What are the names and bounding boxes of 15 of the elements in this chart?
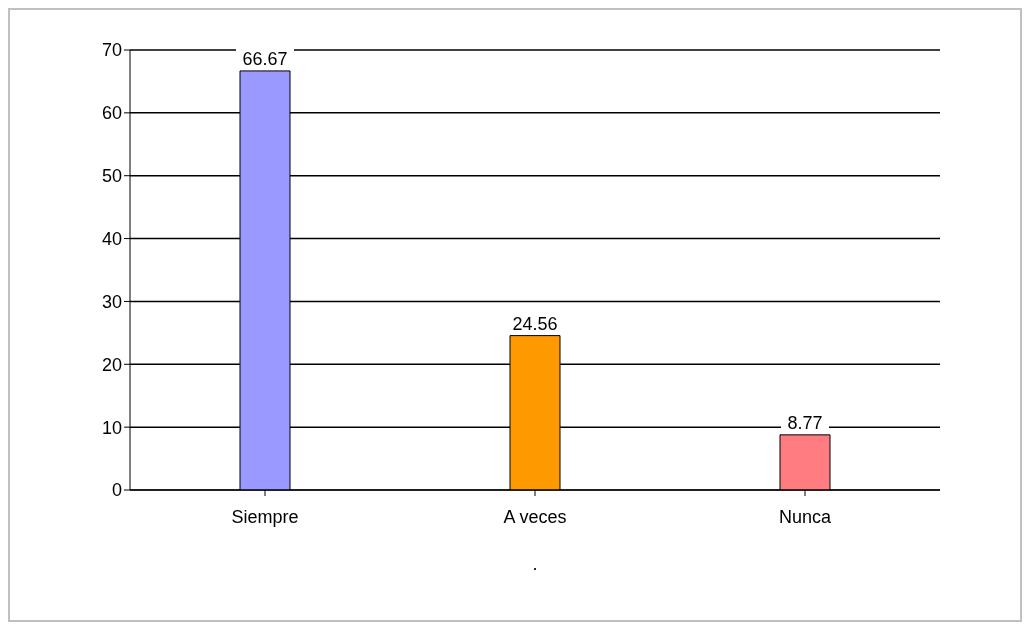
x-tick-label: A veces: [503, 506, 567, 527]
data-label: 66.67: [242, 48, 288, 69]
x-axis-title: .: [532, 554, 538, 574]
y-tick-label: 60: [101, 103, 122, 124]
x-tick-label: Siempre: [231, 506, 299, 527]
y-tick-label: 10: [101, 417, 122, 438]
y-tick-label: 70: [101, 40, 122, 61]
y-tick-label: 40: [101, 228, 122, 249]
y-tick-label: 30: [101, 291, 122, 312]
y-tick-label: 50: [101, 166, 122, 187]
data-label: 8.77: [787, 412, 823, 433]
y-tick-label: 20: [101, 354, 122, 375]
data-label: 24.56: [512, 313, 558, 334]
x-tick-label: Nunca: [778, 506, 832, 527]
y-tick-label: 0: [111, 480, 122, 501]
